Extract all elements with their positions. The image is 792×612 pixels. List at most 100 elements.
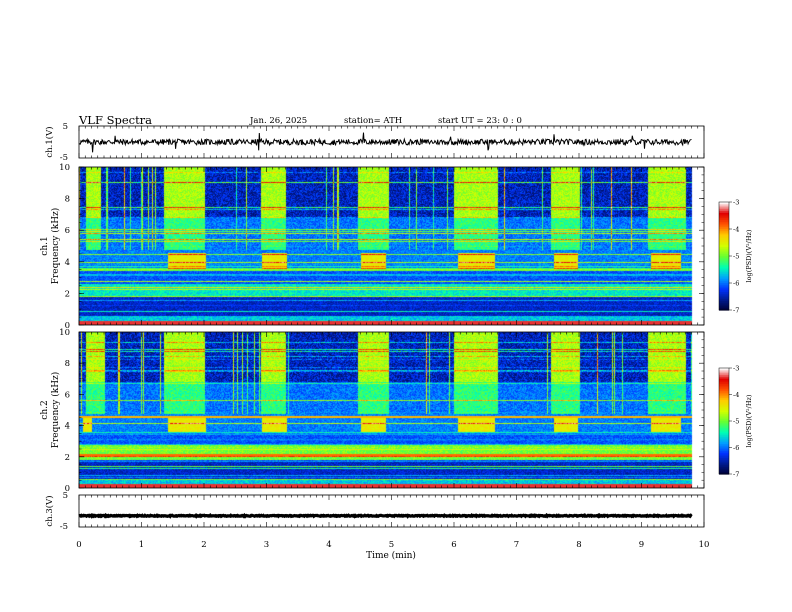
colorbar-swatch: [719, 431, 729, 434]
ch1-spectrogram-ticks: 0 2 4 6 8 10: [59, 163, 705, 331]
ch1-ytick-top: 5: [63, 122, 68, 132]
y-tick-label: 4: [65, 258, 70, 268]
colorbar-swatch: [719, 470, 729, 473]
colorbar-swatch: [719, 207, 729, 210]
ch2-spectrogram-image: [79, 332, 704, 488]
colorbar-swatch: [719, 408, 729, 411]
colorbar-swatch: [719, 396, 729, 399]
y-tick-label: 2: [65, 453, 70, 463]
colorbar-label: log(PSD)(V²/Hz): [745, 394, 753, 447]
colorbar-swatch: [719, 412, 729, 415]
colorbar-swatch: [719, 459, 729, 463]
colorbar-swatch: [719, 225, 729, 228]
y-tick-label: 10: [59, 163, 70, 173]
colorbar-swatch: [719, 435, 729, 438]
colorbar-swatch: [719, 252, 729, 255]
colorbar-swatch: [719, 220, 729, 223]
colorbar-swatch: [719, 299, 729, 302]
colorbar-swatch: [719, 265, 729, 268]
colorbar-swatch: [719, 239, 729, 243]
colorbar-swatch: [719, 451, 729, 454]
colorbar-swatch: [719, 413, 729, 417]
x-tick-label: 5: [389, 540, 394, 550]
ch2-colorbar: -3 -4 -5 -6 -7 log(PSD)(V²/Hz): [718, 365, 753, 479]
ch1-ylabel: ch.1(V): [44, 126, 55, 157]
colorbar-swatch: [719, 440, 729, 443]
colorbar-swatch: [719, 373, 729, 376]
colorbar-swatch: [719, 295, 729, 298]
colorbar-swatch: [719, 438, 729, 442]
colorbar-swatch: [719, 259, 729, 262]
colorbar-swatch: [719, 243, 729, 246]
colorbar-swatch: [719, 472, 729, 475]
colorbar-swatch: [719, 275, 729, 279]
spectrogram-raster: [79, 332, 704, 488]
ch3-ytick-bottom: -5: [60, 522, 68, 532]
colorbar-swatch: [719, 212, 729, 216]
colorbar-swatch: [719, 426, 729, 429]
colorbar-swatch: [719, 449, 729, 452]
colorbar-swatch: [719, 250, 729, 253]
colorbar-swatch: [719, 301, 729, 304]
colorbar-swatch: [719, 387, 729, 390]
colorbar-swatch: [719, 283, 729, 286]
colorbar-swatch: [719, 399, 729, 403]
colorbar-swatch: [719, 468, 729, 472]
ch3-signal-line: [78, 512, 693, 519]
y-tick-label: 8: [65, 195, 70, 205]
colorbar-swatch: [719, 202, 729, 205]
colorbar-tick-label: -7: [733, 307, 739, 315]
colorbar-swatch: [719, 304, 729, 307]
colorbar-swatch: [719, 205, 729, 208]
y-tick-label: 6: [65, 390, 70, 400]
colorbar-swatch: [719, 223, 729, 226]
colorbar-swatch: [719, 443, 729, 447]
colorbar-swatch: [719, 410, 729, 413]
ch1-spec-ylabel-line2: Frequency (kHz): [50, 208, 61, 285]
colorbar-swatch: [719, 306, 729, 309]
ch1-spectrogram-image: [79, 167, 704, 325]
y-tick-label: 6: [65, 226, 70, 236]
colorbar-swatch: [719, 218, 729, 221]
colorbar-swatch: [719, 274, 729, 277]
colorbar-tick-label: -3: [733, 365, 739, 373]
colorbar-swatch: [719, 378, 729, 381]
colorbar-tick-label: -6: [733, 280, 739, 288]
colorbar-swatch: [719, 458, 729, 461]
colorbar-swatch: [719, 421, 729, 424]
colorbar-tick-label: -4: [733, 391, 739, 399]
ch1-spectrogram-panel: 0 2 4 6 8 10 ch.1 Frequency (kHz): [40, 163, 705, 331]
x-tick-label: 7: [514, 540, 519, 550]
x-tick-label: 2: [201, 540, 206, 550]
colorbar-swatch: [719, 442, 729, 445]
colorbar-swatch: [719, 272, 729, 275]
colorbar-swatch: [719, 257, 729, 261]
colorbar-swatch: [719, 371, 729, 374]
colorbar-swatch: [719, 229, 729, 232]
colorbar-swatch: [719, 270, 729, 273]
colorbar-swatch: [719, 263, 729, 266]
colorbar-swatch: [719, 465, 729, 468]
ch3-ytick-top: 5: [63, 491, 68, 501]
colorbar-swatch: [719, 376, 729, 380]
colorbar-swatch: [719, 454, 729, 457]
colorbar-swatch: [719, 368, 729, 371]
ch1-trace-panel: 5 -5 ch.1(V): [44, 122, 705, 163]
colorbar-swatch: [719, 279, 729, 282]
colorbar-swatch: [719, 433, 729, 436]
ch1-trace-ticks: [78, 126, 705, 158]
colorbar-swatch: [719, 389, 729, 392]
colorbar-swatch: [719, 266, 729, 270]
colorbar-swatch: [719, 445, 729, 449]
colorbar-swatch: [719, 428, 729, 431]
colorbar-tick-label: -3: [733, 199, 739, 207]
colorbar-swatch: [719, 415, 729, 419]
x-tick-labels: 0 1 2 3 4 5 6 7 8 9 10: [76, 540, 709, 550]
colorbar-swatch: [719, 221, 729, 225]
colorbar-swatch: [719, 461, 729, 464]
y-tick-label: 4: [65, 422, 70, 432]
start-time-label: start UT = 23: 0 : 0: [438, 116, 522, 126]
colorbar-swatch: [719, 466, 729, 470]
colorbar-swatch: [719, 401, 729, 404]
colorbar-swatch: [719, 227, 729, 230]
